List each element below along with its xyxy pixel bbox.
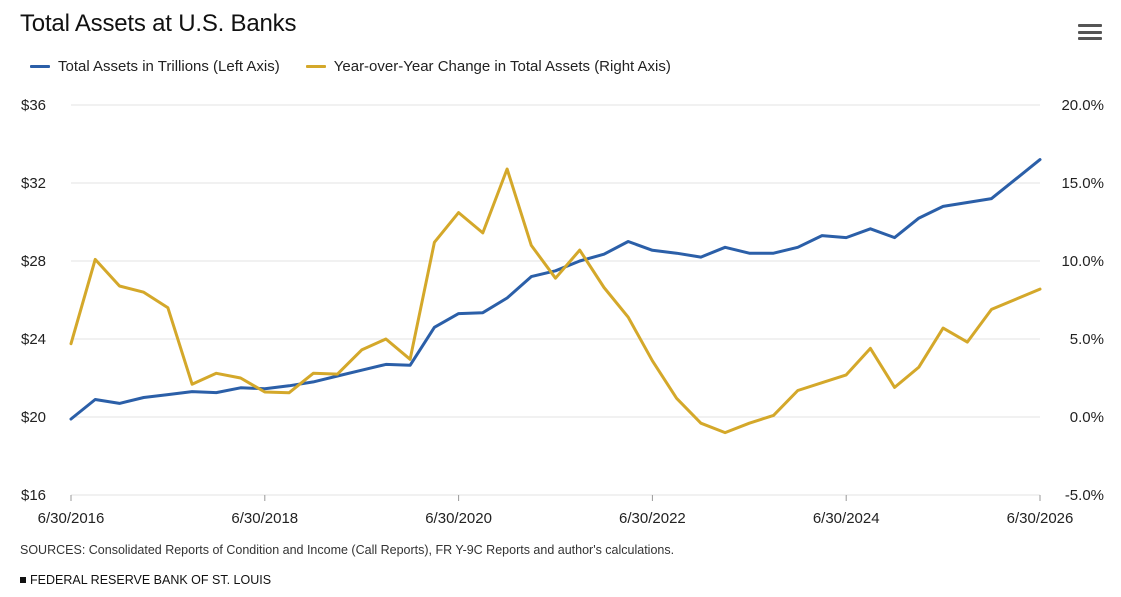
x-tick-label: 6/30/2022 (619, 510, 686, 527)
y-right-tick-label: -5.0% (1065, 487, 1104, 504)
x-tick-label: 6/30/2018 (231, 510, 298, 527)
y-left-tick-label: $24 (21, 331, 46, 348)
chart-title: Total Assets at U.S. Banks (20, 10, 297, 37)
y-left-tick-label: $28 (21, 253, 46, 270)
x-tick-label: 6/30/2026 (1007, 510, 1074, 527)
series-line-yoy-change (69, 167, 1042, 435)
menu-bar (1078, 24, 1102, 27)
y-right-tick-label: 10.0% (1061, 253, 1104, 270)
y-left-tick-label: $20 (21, 409, 46, 426)
menu-bar (1078, 37, 1102, 40)
hamburger-menu-icon[interactable] (1078, 24, 1102, 44)
y-right-tick-label: 20.0% (1061, 97, 1104, 114)
legend-item-yoy-change[interactable]: Year-over-Year Change in Total Assets (R… (305, 58, 671, 75)
x-tick-label: 6/30/2020 (425, 510, 492, 527)
y-right-tick-label: 15.0% (1061, 175, 1104, 192)
menu-bar (1078, 30, 1102, 34)
sources-note: SOURCES: Consolidated Reports of Conditi… (20, 543, 675, 557)
legend-label-yoy-change: Year-over-Year Change in Total Assets (R… (333, 58, 671, 75)
x-tick-label: 6/30/2016 (38, 510, 105, 527)
footer-text: FEDERAL RESERVE BANK OF ST. LOUIS (30, 573, 272, 587)
y-left-tick-label: $16 (21, 487, 46, 504)
legend-swatch-yoy-change (305, 65, 326, 68)
legend-item-total-assets[interactable]: Total Assets in Trillions (Left Axis) (30, 58, 280, 75)
x-tick-label: 6/30/2024 (813, 510, 880, 527)
footer-square-icon (20, 577, 26, 583)
y-right-tick-label: 0.0% (1070, 409, 1104, 426)
series-line-total-assets (69, 158, 1042, 421)
footer-credit: FEDERAL RESERVE BANK OF ST. LOUIS (20, 573, 271, 587)
legend-swatch-total-assets (30, 65, 50, 68)
chart-legend: Total Assets in Trillions (Left Axis) Ye… (30, 58, 697, 75)
y-left-tick-label: $36 (21, 97, 46, 114)
y-left-tick-label: $32 (21, 175, 46, 192)
y-right-tick-label: 5.0% (1070, 331, 1104, 348)
legend-label-total-assets: Total Assets in Trillions (Left Axis) (58, 58, 280, 75)
